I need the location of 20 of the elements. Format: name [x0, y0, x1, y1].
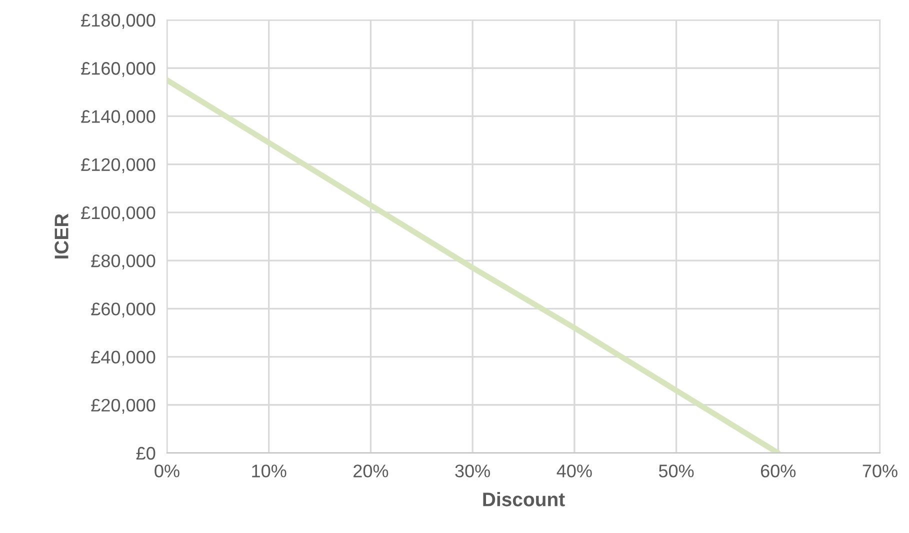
x-tick-label: 30% [455, 464, 490, 478]
y-tick-label: £20,000 [91, 398, 156, 414]
y-tick-label: £40,000 [91, 350, 156, 366]
x-tick-label: 40% [556, 464, 592, 478]
y-tick-label: £180,000 [81, 14, 156, 29]
x-tick-label: 60% [760, 464, 796, 478]
y-tick-label: £100,000 [81, 206, 156, 222]
x-tick-label: 10% [252, 464, 286, 478]
y-tick-label: £60,000 [91, 302, 156, 318]
x-tick-label: 0% [154, 464, 180, 478]
y-tick-label: £120,000 [81, 158, 156, 174]
y-tick-label: £160,000 [81, 62, 156, 77]
y-tick-label: £0 [136, 446, 156, 460]
x-axis-title: Discount [483, 492, 565, 506]
x-tick-label: 20% [354, 464, 388, 478]
y-tick-label: £140,000 [81, 110, 156, 126]
x-tick-label: 70% [862, 464, 898, 478]
y-axis-title: ICER [54, 214, 68, 258]
x-tick-label: 50% [658, 464, 694, 478]
y-tick-label: £80,000 [91, 254, 156, 270]
